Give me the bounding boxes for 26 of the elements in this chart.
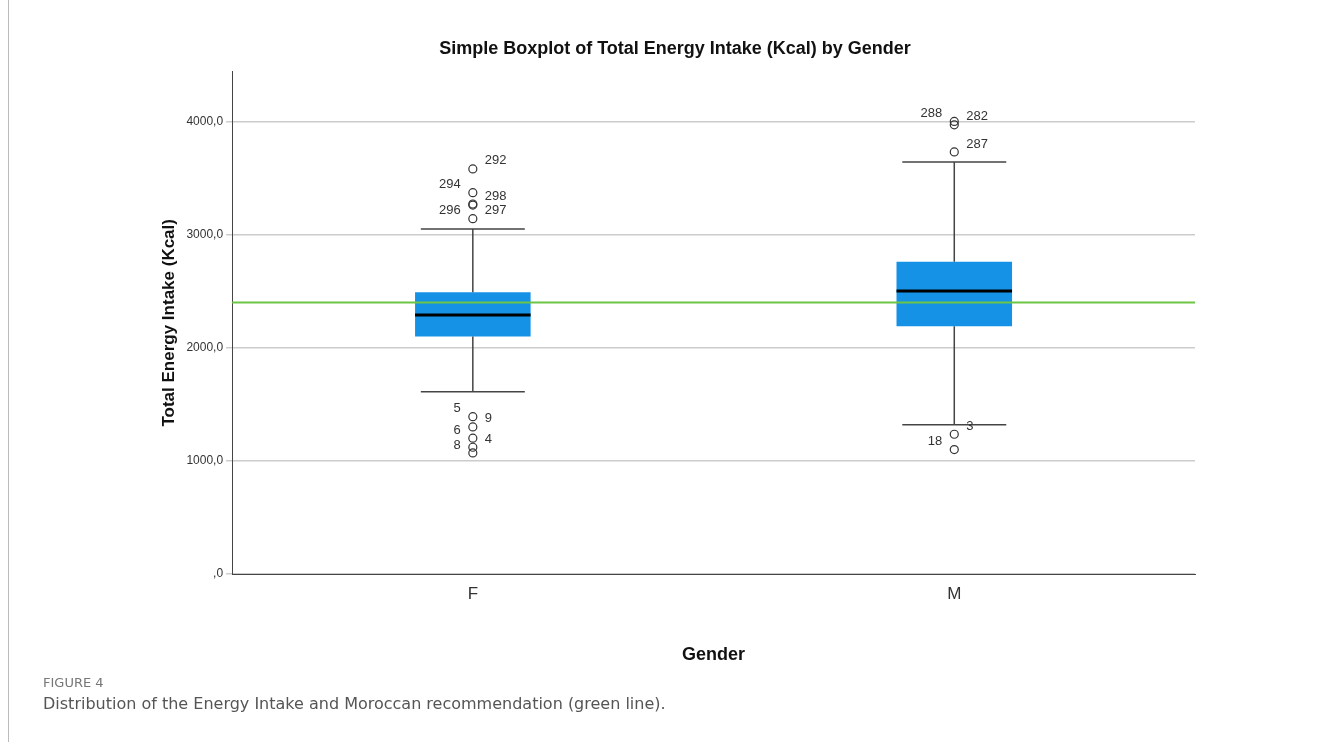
annotation: 5 bbox=[453, 400, 461, 416]
y-tick-label: 3000,0 bbox=[186, 226, 224, 241]
annotation: 18 bbox=[927, 433, 943, 449]
y-tick-label: 4000,0 bbox=[186, 113, 224, 128]
annotation: 8 bbox=[453, 436, 461, 452]
annotation: 282 bbox=[966, 108, 988, 124]
annotation: 296 bbox=[439, 202, 461, 218]
x-tick-label: F bbox=[467, 583, 479, 603]
x-axis-title: Gender bbox=[682, 644, 746, 665]
annotation: 287 bbox=[966, 135, 988, 151]
x-tick-label: M bbox=[947, 583, 962, 603]
annotation: 6 bbox=[453, 421, 461, 437]
annotation: 297 bbox=[484, 202, 507, 218]
annotation: 292 bbox=[484, 152, 507, 168]
annotation: 288 bbox=[920, 104, 943, 120]
caption: FIGURE 4 bbox=[43, 675, 105, 690]
chart-title: Simple Boxplot of Total Energy Intake (Kcal) by Gender bbox=[439, 37, 911, 58]
y-tick-label: ,0 bbox=[213, 566, 224, 581]
annotation: 9 bbox=[484, 410, 493, 426]
annotation: 298 bbox=[484, 187, 507, 203]
y-tick-label: 2000,0 bbox=[186, 340, 224, 355]
y-axis-title: Total Energy Intake (Kcal) bbox=[158, 219, 178, 427]
text: Distribution of the Energy Intake and Moroccan recommendation (green line). bbox=[43, 694, 666, 713]
annotation: 294 bbox=[439, 176, 461, 192]
y-tick-label: 1000,0 bbox=[186, 453, 224, 468]
annotation: 4 bbox=[484, 430, 493, 446]
